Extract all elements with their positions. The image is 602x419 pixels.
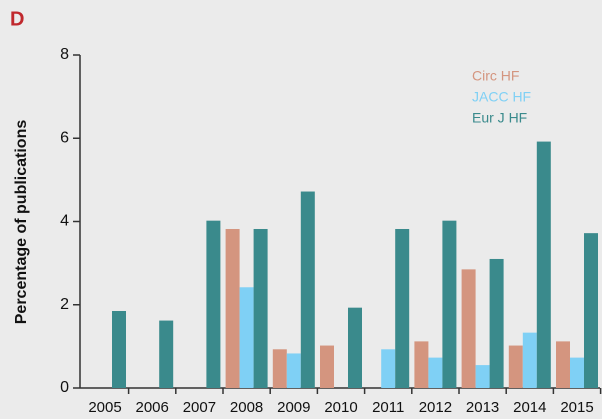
- y-tick-label: 6: [60, 129, 69, 146]
- bar: [239, 287, 254, 388]
- bar: [475, 365, 490, 388]
- bar: [206, 220, 221, 388]
- bar: [272, 349, 287, 388]
- bar: [428, 357, 443, 388]
- bar: [556, 341, 570, 388]
- bar: [286, 353, 301, 388]
- x-tick-label: 2012: [419, 399, 452, 416]
- bar: [225, 228, 240, 388]
- x-tick-label: 2014: [513, 399, 546, 416]
- legend-entry: Circ HF: [472, 68, 519, 84]
- bar: [112, 310, 126, 388]
- bar: [320, 345, 334, 388]
- x-tick-label: 2010: [324, 399, 357, 416]
- legend-entry: JACC HF: [472, 89, 531, 105]
- bar: [536, 141, 551, 388]
- bar: [508, 345, 523, 388]
- bar: [570, 357, 584, 388]
- x-tick-label: 2006: [136, 399, 169, 416]
- bar: [381, 349, 396, 388]
- bar: [442, 220, 457, 388]
- bar: [489, 258, 504, 388]
- bar: [395, 228, 410, 388]
- bar: [584, 233, 598, 388]
- y-axis-label: Percentage of publications: [13, 120, 30, 325]
- y-tick-label: 2: [60, 296, 69, 313]
- x-tick-label: 2015: [560, 399, 593, 416]
- x-tick-label: 2013: [466, 399, 499, 416]
- bar: [414, 341, 429, 388]
- x-tick-label: 2011: [372, 399, 404, 416]
- y-tick-label: 8: [60, 46, 69, 63]
- y-tick-label: 4: [60, 213, 69, 230]
- bar: [253, 228, 268, 388]
- bar: [522, 332, 537, 388]
- x-tick-label: 2005: [88, 399, 121, 416]
- legend-entry: Eur J HF: [472, 110, 527, 126]
- x-tick-label: 2009: [277, 399, 310, 416]
- bar: [348, 307, 362, 388]
- y-tick-label: 0: [60, 379, 69, 396]
- bar: [300, 191, 315, 388]
- x-tick-label: 2008: [230, 399, 263, 416]
- x-tick-label: 2007: [183, 399, 216, 416]
- bar: [159, 320, 174, 388]
- panel-label: D: [10, 8, 24, 30]
- bar: [461, 269, 476, 388]
